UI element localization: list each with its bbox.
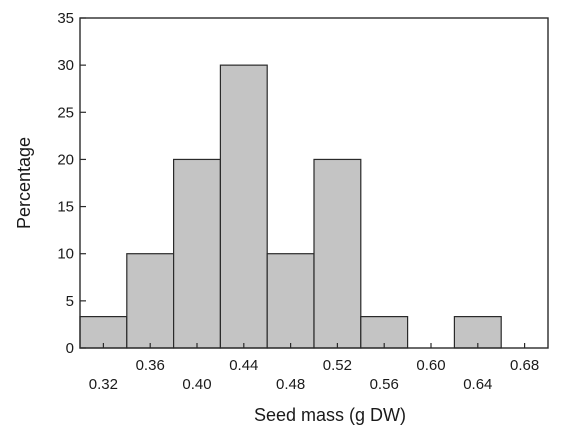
x-tick-label-upper: 0.36 <box>136 357 165 374</box>
histogram-bar-5 <box>313 158 362 349</box>
x-tick-label-upper: 0.60 <box>416 357 445 374</box>
x-tick-label-lower: 0.32 <box>89 376 118 393</box>
y-axis-label: Percentage <box>14 137 34 229</box>
y-tick-label: 20 <box>57 151 74 168</box>
y-tick-label: 35 <box>57 10 74 27</box>
y-tick-label: 30 <box>57 57 74 74</box>
x-tick-label-lower: 0.64 <box>463 376 492 393</box>
y-tick-label: 15 <box>57 199 74 216</box>
x-tick-label-upper: 0.44 <box>229 357 258 374</box>
x-tick-label-lower: 0.56 <box>370 376 399 393</box>
y-axis: 0 5 10 15 20 25 30 35 <box>57 10 86 357</box>
x-axis-label: Seed mass (g DW) <box>254 405 406 425</box>
x-tick-label-upper: 0.68 <box>510 357 539 374</box>
histogram-bar-4 <box>266 253 315 349</box>
histogram-bars <box>79 64 502 349</box>
y-tick-label: 10 <box>57 246 74 263</box>
y-tick-label: 5 <box>66 293 74 310</box>
x-tick-label-upper: 0.52 <box>323 357 352 374</box>
histogram-bar-1 <box>126 253 175 349</box>
histogram-bar-2 <box>173 158 222 349</box>
y-tick-label: 25 <box>57 104 74 121</box>
x-tick-label-lower: 0.48 <box>276 376 305 393</box>
histogram-bar-3 <box>219 64 268 349</box>
x-axis: 0.36 0.44 0.52 0.60 0.68 0.32 0.40 0.48 0.56 0.64 <box>89 343 539 393</box>
y-tick-label: 0 <box>66 340 74 357</box>
x-tick-label-lower: 0.40 <box>182 376 211 393</box>
plot-frame <box>79 17 549 349</box>
histogram-bar-6 <box>360 316 409 349</box>
